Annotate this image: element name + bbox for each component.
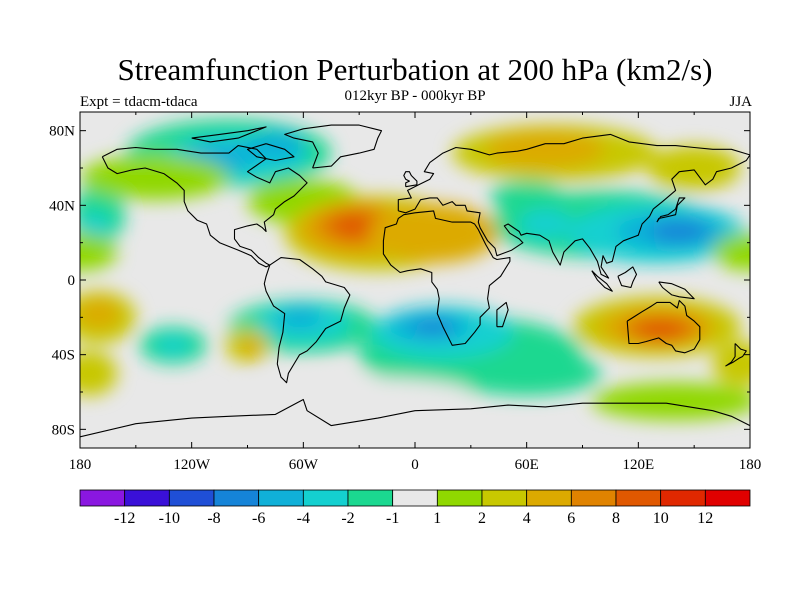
colorbar-swatch-13 [660, 489, 706, 507]
lon-tick-label-4: 60E [515, 457, 539, 473]
contour-blob-10 [519, 209, 572, 239]
contour-blob-9 [649, 220, 710, 243]
coastline-baffin [246, 143, 295, 162]
colorbar-label-5: -2 [341, 510, 354, 527]
contour-blob-44 [240, 337, 263, 357]
colorbar-label-7: 1 [433, 510, 441, 527]
contour-blob-17 [331, 212, 380, 239]
coastline-africa [382, 210, 511, 346]
season-label: JJA [729, 94, 752, 110]
contour-blob-33 [411, 319, 456, 335]
contour-blob-29 [154, 336, 192, 355]
lon-tick-label-5: 120E [622, 457, 654, 473]
lon-tick-label-1: 120W [173, 457, 211, 473]
lon-tick-label-3: 0 [411, 457, 419, 473]
colorbar-swatch-0 [79, 489, 126, 507]
lon-tick-label-0: 180 [69, 457, 92, 473]
coastline-south-america [263, 257, 351, 384]
coastline-australia [626, 299, 701, 354]
colorbar-label-10: 6 [567, 510, 575, 527]
lat-tick-label-1: 40N [49, 198, 75, 214]
colorbar-swatch-7 [392, 489, 438, 507]
map-axes: 80N 40N 0 40S 80S 180 120W 60W 0 60E 120E 180 [49, 112, 761, 473]
colorbar-label-8: 2 [478, 510, 486, 527]
coastline-new-guinea [658, 281, 695, 300]
plot-subtitle: 012kyr BP - 000kyr BP [344, 88, 486, 104]
contour-blob-27 [277, 306, 322, 329]
colorbar-swatch-5 [302, 489, 349, 507]
colorbar-swatch-4 [258, 489, 304, 507]
colorbar-swatch-9 [481, 489, 528, 507]
contour-blob-39 [634, 319, 687, 342]
coastline-greenland [284, 124, 383, 169]
lon-tick-label-6: 180 [739, 457, 762, 473]
contour-blob-3 [245, 130, 306, 161]
lat-tick-label-3: 40S [52, 348, 75, 364]
coastline-borneo [617, 266, 638, 289]
coastline-sumatra [591, 270, 613, 292]
contour-blob-22 [647, 145, 741, 191]
contour-blob-11 [489, 181, 564, 211]
colorbar-label-1: -10 [159, 510, 180, 527]
colorbar-label-4: -4 [297, 510, 310, 527]
contour-blob-21 [485, 130, 605, 168]
contour-blob-42 [80, 350, 118, 396]
coastline-madagascar [496, 301, 509, 328]
coastline-new-zealand [725, 343, 747, 367]
coastline-north-america [101, 145, 308, 268]
lon-tick-label-2: 60W [289, 457, 319, 473]
contour-blob-19 [402, 220, 484, 254]
contour-blob-35 [247, 377, 471, 407]
colorbar-label-9: 4 [523, 510, 531, 527]
contour-blob-24 [712, 233, 750, 271]
colorbar-swatch-12 [615, 489, 662, 507]
contour-blob-34 [452, 350, 602, 396]
colorbar-swatch-10 [526, 489, 572, 507]
contour-blob-45 [591, 382, 750, 420]
contour-blob-46 [712, 341, 750, 387]
colorbar-label-11: 8 [612, 510, 620, 527]
lat-tick-label-4: 80S [52, 422, 75, 438]
colorbar-swatch-11 [570, 489, 617, 507]
colorbar-label-0: -12 [114, 510, 135, 527]
coastline-antarctica [80, 398, 750, 438]
colorbar: -12 -10 -8 -6 -4 -2 -1 1 2 4 6 8 10 12 [79, 489, 751, 527]
coastline-arctic-islands [191, 126, 267, 143]
coastline-japan [656, 197, 686, 223]
colorbar-swatch-6 [347, 489, 394, 507]
coastline-uk [403, 171, 418, 188]
colorbar-label-2: -8 [207, 510, 220, 527]
contour-blob-23 [80, 233, 118, 271]
lat-tick-label-0: 80N [49, 124, 75, 140]
coastlines [80, 124, 750, 438]
plot-title: Streamfunction Perturbation at 200 hPa (… [117, 52, 713, 87]
colorbar-swatch-3 [213, 489, 260, 507]
coastline-eurasia [397, 133, 750, 279]
colorbar-swatch-8 [436, 489, 483, 507]
contour-blob-41 [80, 298, 121, 329]
lat-tick-label-2: 0 [68, 273, 76, 289]
colorbar-swatch-14 [704, 489, 751, 507]
colorbar-label-6: -1 [386, 510, 399, 527]
colorbar-label-13: 12 [697, 510, 713, 527]
experiment-label: Expt = tdacm-tdaca [80, 94, 198, 110]
colorbar-swatch-1 [124, 489, 170, 507]
colorbar-swatch-2 [168, 489, 215, 507]
contour-blob-12 [80, 154, 229, 200]
colorbar-label-3: -6 [252, 510, 265, 527]
colorbar-label-12: 10 [653, 510, 669, 527]
